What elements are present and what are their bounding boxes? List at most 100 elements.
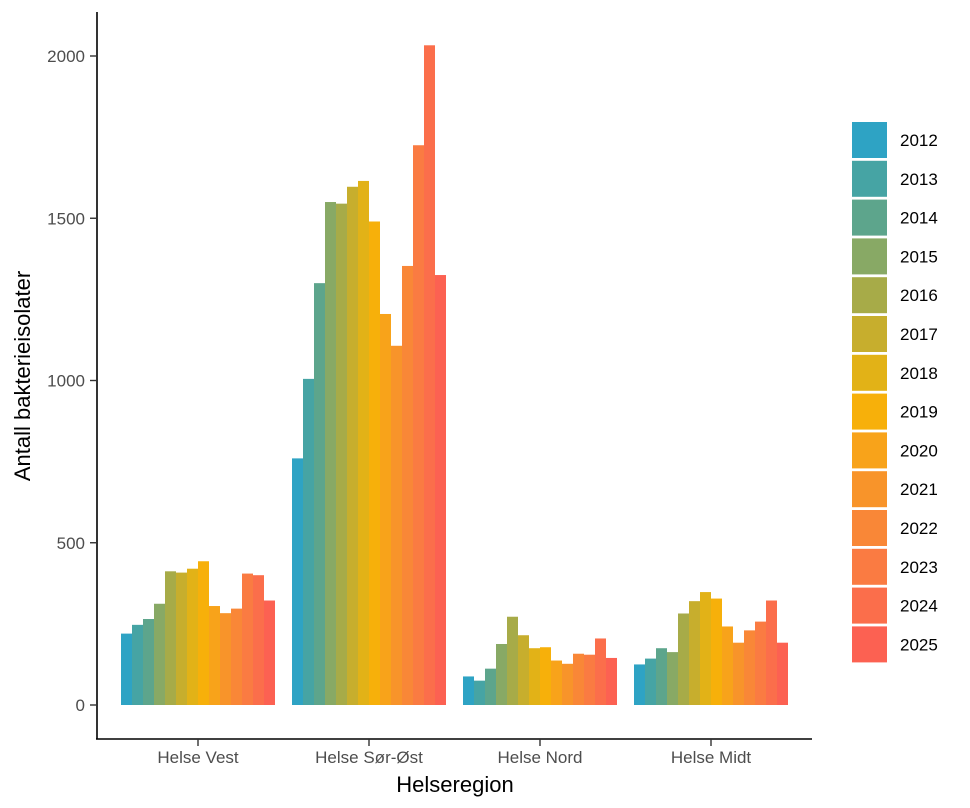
- bar-helse-s-r-st-2023: [413, 145, 424, 706]
- bar-helse-s-r-st-2017: [347, 186, 358, 705]
- x-tick-label: Helse Vest: [157, 748, 239, 767]
- bar-helse-s-r-st-2018: [358, 180, 369, 705]
- bar-helse-vest-2022: [231, 608, 242, 705]
- bar-helse-s-r-st-2015: [325, 202, 336, 705]
- legend-swatch-2015: [852, 238, 887, 275]
- bar-helse-vest-2023: [242, 573, 253, 705]
- legend-swatch-2023: [852, 548, 887, 585]
- bar-helse-s-r-st-2016: [336, 203, 347, 705]
- bar-helse-vest-2012: [121, 633, 132, 705]
- bar-helse-midt-2020: [722, 626, 733, 705]
- y-axis-ticks: 0 500 1000 1500 2000: [47, 47, 97, 715]
- bar-helse-vest-2015: [154, 603, 165, 705]
- bar-helse-vest-2014: [143, 619, 154, 705]
- legend-label-2014: 2014: [900, 209, 938, 228]
- y-tick-label: 1500: [47, 209, 85, 228]
- legend-label-2025: 2025: [900, 635, 938, 654]
- bar-helse-nord-2022: [573, 653, 584, 705]
- bar-helse-vest-2021: [220, 613, 231, 705]
- bar-helse-nord-2013: [474, 680, 485, 705]
- y-axis-title: Antall bakterieisolater: [10, 271, 35, 481]
- legend-label-2012: 2012: [900, 131, 938, 150]
- bar-helse-midt-2013: [645, 658, 656, 705]
- bar-helse-s-r-st-2014: [314, 283, 325, 705]
- x-axis-title: Helseregion: [396, 772, 513, 797]
- bar-helse-nord-2020: [551, 660, 562, 705]
- legend-label-2024: 2024: [900, 597, 938, 616]
- x-tick-label: Helse Sør-Øst: [315, 748, 423, 767]
- bar-helse-s-r-st-2024: [424, 45, 435, 705]
- legend-label-2018: 2018: [900, 364, 938, 383]
- bar-helse-vest-2019: [198, 561, 209, 705]
- legend-label-2021: 2021: [900, 480, 938, 499]
- x-axis-ticks: Helse Vest Helse Sør-Øst Helse Nord Helse M…: [157, 739, 751, 767]
- bar-helse-midt-2012: [634, 664, 645, 705]
- bar-helse-vest-2017: [176, 572, 187, 705]
- bar-helse-vest-2025: [264, 600, 275, 705]
- bar-helse-nord-2014: [485, 668, 496, 705]
- legend-label-2017: 2017: [900, 325, 938, 344]
- bar-helse-nord-2024: [595, 638, 606, 705]
- legend-swatch-2021: [852, 471, 887, 508]
- legend-swatch-2022: [852, 510, 887, 546]
- bar-helse-nord-2012: [463, 676, 474, 705]
- legend-label-2013: 2013: [900, 170, 938, 189]
- bar-helse-midt-2018: [700, 592, 711, 705]
- bar-helse-nord-2015: [496, 643, 507, 705]
- bar-helse-s-r-st-2013: [303, 378, 314, 705]
- y-tick-label: 500: [57, 534, 85, 553]
- bar-helse-midt-2023: [755, 621, 766, 705]
- bar-helse-s-r-st-2021: [391, 345, 402, 705]
- x-tick-label: Helse Nord: [497, 748, 582, 767]
- legend-swatch-2013: [852, 160, 887, 197]
- bar-helse-midt-2019: [711, 598, 722, 705]
- bar-helse-s-r-st-2012: [292, 458, 303, 705]
- legend-swatch-2014: [852, 199, 887, 236]
- bar-helse-s-r-st-2022: [402, 265, 413, 705]
- legend-swatch-2019: [852, 393, 887, 430]
- legend-swatch-2025: [852, 626, 887, 663]
- x-tick-label: Helse Midt: [671, 748, 752, 767]
- legend-label-2019: 2019: [900, 403, 938, 422]
- bar-helse-midt-2025: [777, 642, 788, 705]
- bar-helse-vest-2013: [132, 624, 143, 705]
- legend-swatch-2024: [852, 587, 887, 624]
- bar-helse-nord-2023: [584, 654, 595, 705]
- bar-helse-s-r-st-2025: [435, 275, 446, 705]
- legend-label-2020: 2020: [900, 441, 938, 460]
- bar-helse-vest-2018: [187, 568, 198, 705]
- legend-label-2023: 2023: [900, 558, 938, 577]
- legend-label-2015: 2015: [900, 247, 938, 266]
- bar-helse-nord-2018: [529, 648, 540, 705]
- bar-helse-midt-2014: [656, 648, 667, 705]
- legend-label-2016: 2016: [900, 286, 938, 305]
- legend-swatch-2016: [852, 277, 887, 314]
- legend: 2012 2013 2014 2015 2016 2017 2018 2019 2020 2021…: [852, 122, 938, 663]
- bar-helse-nord-2019: [540, 647, 551, 705]
- bar-helse-midt-2015: [667, 652, 678, 705]
- y-tick-label: 0: [76, 696, 85, 715]
- bar-helse-midt-2017: [689, 601, 700, 705]
- bar-helse-nord-2021: [562, 663, 573, 705]
- chart-bars: [121, 45, 788, 706]
- bar-helse-vest-2016: [165, 571, 176, 705]
- bar-helse-midt-2022: [744, 630, 755, 705]
- bar-helse-s-r-st-2019: [369, 221, 380, 705]
- y-tick-label: 2000: [47, 47, 85, 66]
- bar-helse-s-r-st-2020: [380, 313, 391, 705]
- legend-label-2022: 2022: [900, 519, 938, 538]
- y-tick-label: 1000: [47, 372, 85, 391]
- bar-helse-nord-2016: [507, 616, 518, 705]
- bar-helse-midt-2024: [766, 600, 777, 705]
- bar-helse-nord-2025: [606, 657, 617, 705]
- legend-swatch-2012: [852, 122, 887, 158]
- legend-swatch-2020: [852, 432, 887, 469]
- bar-helse-midt-2021: [733, 642, 744, 705]
- legend-swatch-2017: [852, 316, 887, 352]
- bar-helse-nord-2017: [518, 635, 529, 705]
- bar-helse-vest-2020: [209, 606, 220, 705]
- bar-helse-vest-2024: [253, 575, 264, 705]
- legend-swatch-2018: [852, 354, 887, 391]
- bar-helse-midt-2016: [678, 613, 689, 705]
